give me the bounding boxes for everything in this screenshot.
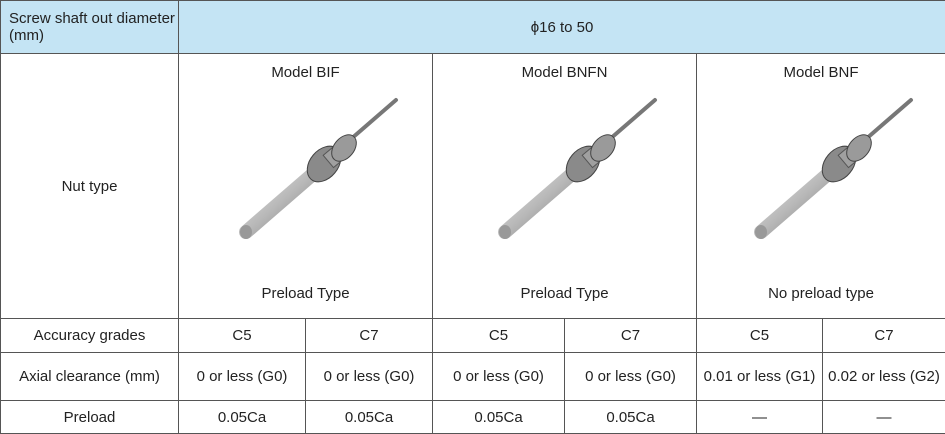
shaft-image xyxy=(206,92,406,272)
model-wrap: Model BIF Preload Type xyxy=(179,54,432,318)
model-name: Model BNF xyxy=(784,54,859,92)
cell: C7 xyxy=(565,319,697,353)
header-row: Screw shaft out diameter (mm) ϕ16 to 50 xyxy=(1,1,945,54)
model-wrap: Model BNFN Preload Type xyxy=(433,54,696,318)
cell: 0 or less (G0) xyxy=(565,353,697,401)
model-caption: Preload Type xyxy=(261,272,349,316)
cell: 0.05Ca xyxy=(433,401,565,434)
cell: 0 or less (G0) xyxy=(306,353,433,401)
cell: 0.05Ca xyxy=(306,401,433,434)
model-cell: Model BNF No preload type xyxy=(697,54,945,319)
model-name: Model BNFN xyxy=(522,54,608,92)
cell: 0.02 or less (G2) xyxy=(823,353,945,401)
model-caption: No preload type xyxy=(768,272,874,316)
cell: — xyxy=(823,401,945,434)
model-cell: Model BNFN Preload Type xyxy=(433,54,697,319)
header-value: ϕ16 to 50 xyxy=(179,1,945,54)
model-name: Model BIF xyxy=(271,54,339,92)
cell: 0.05Ca xyxy=(565,401,697,434)
cell: C5 xyxy=(697,319,823,353)
row-label: Accuracy grades xyxy=(1,319,179,353)
cell: 0 or less (G0) xyxy=(433,353,565,401)
spec-row: Axial clearance (mm)0 or less (G0)0 or l… xyxy=(1,353,945,401)
model-cell: Model BIF Preload Type xyxy=(179,54,433,319)
nut-type-label: Nut type xyxy=(1,54,179,319)
header-label: Screw shaft out diameter (mm) xyxy=(1,1,179,54)
cell: 0.01 or less (G1) xyxy=(697,353,823,401)
shaft-image xyxy=(465,92,665,272)
cell: 0.05Ca xyxy=(179,401,306,434)
model-caption: Preload Type xyxy=(520,272,608,316)
cell: C7 xyxy=(823,319,945,353)
shaft-image xyxy=(721,92,921,272)
cell: C7 xyxy=(306,319,433,353)
row-label: Axial clearance (mm) xyxy=(1,353,179,401)
cell: C5 xyxy=(433,319,565,353)
cell: — xyxy=(697,401,823,434)
row-label: Preload xyxy=(1,401,179,434)
model-wrap: Model BNF No preload type xyxy=(697,54,945,318)
cell: C5 xyxy=(179,319,306,353)
cell: 0 or less (G0) xyxy=(179,353,306,401)
